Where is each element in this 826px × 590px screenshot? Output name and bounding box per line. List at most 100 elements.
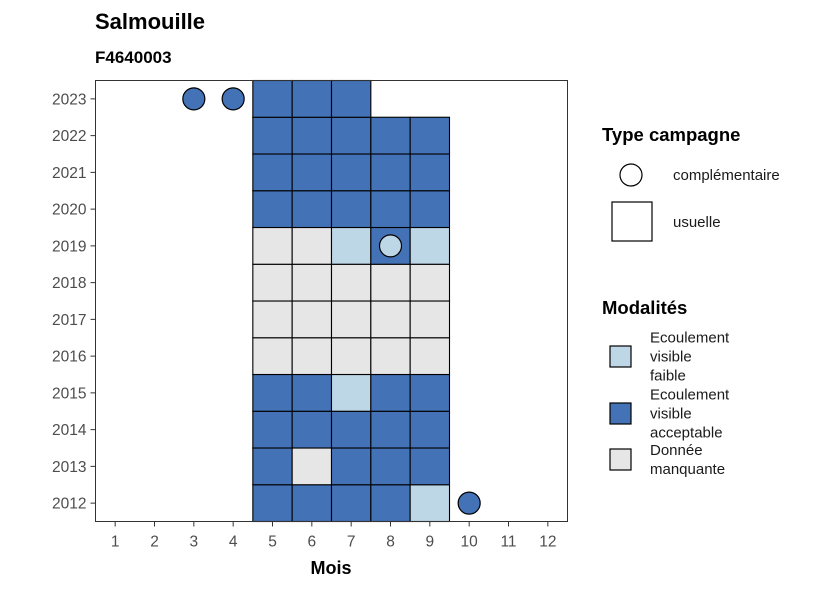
y-tick-label-2013: 2013 <box>52 459 86 476</box>
cell-2018-8 <box>370 263 411 302</box>
cell-2023-6 <box>291 79 333 118</box>
cell-2013-8 <box>370 447 411 486</box>
legend-key-circle <box>619 163 643 187</box>
chart-title: Salmouille <box>95 9 205 34</box>
y-tick-label-2020: 2020 <box>52 202 87 219</box>
point-2012-10 <box>457 491 481 515</box>
cell-2023-7 <box>330 79 372 118</box>
legend-key-manquante <box>609 448 632 471</box>
legend-label-line: acceptable <box>650 425 723 442</box>
cell-2017-7 <box>330 300 372 339</box>
legend-title-modalites: Modalités <box>602 297 687 318</box>
y-axis: 2012 2013 2014 2015 2016 2017 2018 2019 2020 2021… <box>52 91 96 513</box>
plot-cells <box>252 79 451 523</box>
x-tick-label-3: 3 <box>190 534 199 551</box>
legend-label-faible: Ecoulement visible faible <box>650 330 730 385</box>
cell-2015-8 <box>370 373 411 412</box>
legend-key-faible <box>609 345 632 368</box>
legend-key-acceptable <box>609 402 632 425</box>
legend-key-square <box>611 201 653 242</box>
panel-border <box>95 80 568 522</box>
cell-2012-8 <box>370 484 411 523</box>
y-tick-label-2017: 2017 <box>52 312 86 329</box>
cell-2015-7 <box>330 373 372 412</box>
x-tick-label-12: 12 <box>539 534 556 551</box>
legend-label-manquante: Donnée manquante <box>650 442 725 478</box>
cell-2021-9 <box>409 153 451 192</box>
legend-label-line: faible <box>650 368 686 385</box>
cell-2019-9 <box>409 226 451 265</box>
x-tick-label-7: 7 <box>347 534 356 551</box>
legend-title-type: Type campagne <box>602 124 740 145</box>
cell-2017-6 <box>291 300 333 339</box>
cell-2018-9 <box>409 263 451 302</box>
cell-2021-7 <box>330 153 372 192</box>
legend-label-line: visible <box>650 406 692 423</box>
y-tick-label-2014: 2014 <box>52 422 87 439</box>
cell-2018-7 <box>330 263 372 302</box>
cell-2012-9 <box>409 484 451 523</box>
y-tick-label-2015: 2015 <box>52 385 86 402</box>
cell-2016-9 <box>409 337 451 376</box>
legend-label-line: Donnée <box>650 442 703 459</box>
cell-2016-5 <box>252 337 293 376</box>
legend-modalites: Modalités Ecoulement visible faibleEcoulem… <box>602 297 730 478</box>
x-tick-label-10: 10 <box>461 534 479 551</box>
cell-2012-5 <box>252 484 293 523</box>
cell-2015-9 <box>409 373 451 412</box>
x-axis-title: Mois <box>310 558 351 578</box>
x-tick-label-2: 2 <box>150 534 159 551</box>
y-tick-label-2023: 2023 <box>52 91 86 108</box>
x-tick-label-11: 11 <box>500 534 516 551</box>
legend-label-line: manquante <box>650 461 725 478</box>
cell-2022-6 <box>291 116 333 155</box>
cell-2015-6 <box>291 373 333 412</box>
cell-2014-5 <box>252 410 293 449</box>
cell-2020-6 <box>291 190 333 229</box>
y-tick-label-2012: 2012 <box>52 496 86 513</box>
y-tick-label-2016: 2016 <box>52 349 86 366</box>
plot-points <box>182 87 481 515</box>
point-2019-8 <box>378 234 403 258</box>
cell-2023-5 <box>252 79 293 118</box>
cell-2019-7 <box>330 226 372 265</box>
cell-2013-9 <box>409 447 451 486</box>
legend-label-complementaire: complémentaire <box>673 167 780 184</box>
cell-2015-5 <box>252 373 293 412</box>
y-tick-label-2022: 2022 <box>52 128 86 145</box>
legend-label-line: Ecoulement <box>650 330 730 347</box>
point-2023-3 <box>182 87 206 111</box>
cell-2017-8 <box>370 300 411 339</box>
cell-2020-5 <box>252 190 293 229</box>
cell-2019-5 <box>252 226 293 265</box>
cell-2021-5 <box>252 153 293 192</box>
cell-2013-5 <box>252 447 293 486</box>
x-tick-label-9: 9 <box>426 534 435 551</box>
cell-2014-9 <box>409 410 451 449</box>
cell-2013-6 <box>291 447 333 486</box>
cell-2022-5 <box>252 116 293 155</box>
x-tick-label-5: 5 <box>268 534 277 551</box>
cell-2014-6 <box>291 410 333 449</box>
cell-2021-8 <box>370 153 411 192</box>
cell-2017-5 <box>252 300 293 339</box>
point-2023-4 <box>221 87 245 111</box>
cell-2014-7 <box>330 410 372 449</box>
chart-subtitle: F4640003 <box>95 48 172 67</box>
cell-2020-9 <box>409 190 451 229</box>
legend-type-campagne: Type campagne complémentaire usuelle <box>602 124 780 242</box>
legend-label-usuelle: usuelle <box>673 214 721 231</box>
cell-2022-7 <box>330 116 372 155</box>
x-tick-label-1: 1 <box>111 534 120 551</box>
cell-2013-7 <box>330 447 372 486</box>
cell-2018-6 <box>291 263 333 302</box>
cell-2022-8 <box>370 116 411 155</box>
cell-2014-8 <box>370 410 411 449</box>
cell-2012-7 <box>330 484 372 523</box>
legend-label-acceptable: Ecoulement visible acceptable <box>650 387 730 442</box>
x-axis: 1 2 3 4 5 6 7 8 9 10 11 12 <box>111 521 556 551</box>
cell-2018-5 <box>252 263 293 302</box>
cell-2022-9 <box>409 116 451 155</box>
cell-2021-6 <box>291 153 333 192</box>
